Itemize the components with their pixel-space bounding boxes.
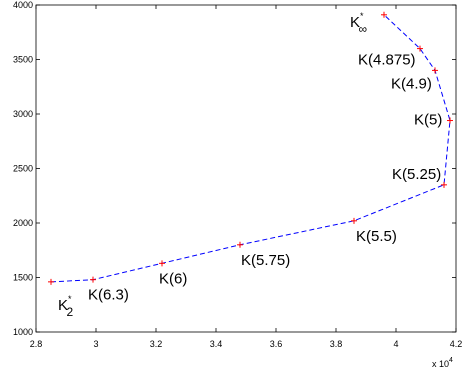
y-axis: 1000 1500 2000 2500 3000 3500 4000 bbox=[13, 0, 456, 337]
data-point-marker bbox=[159, 260, 165, 267]
point-label: K* ∞ bbox=[350, 11, 367, 36]
series-line bbox=[50, 14, 451, 283]
point-label: K(5) bbox=[414, 112, 442, 129]
y-tick-label: 4000 bbox=[13, 0, 33, 10]
x-tick-label: 3.8 bbox=[330, 339, 343, 349]
y-tick-label: 2500 bbox=[13, 164, 33, 174]
y-tick-label: 3000 bbox=[13, 109, 33, 119]
point-label: K(5.5) bbox=[356, 228, 397, 245]
point-label: K(5.25) bbox=[392, 166, 441, 183]
data-point-marker bbox=[90, 276, 96, 283]
data-point-marker bbox=[351, 217, 357, 224]
x-axis: 2.8 3 3.2 3.4 3.6 3.8 4 4.2 bbox=[30, 5, 463, 349]
y-tick-label: 1000 bbox=[13, 327, 33, 337]
x-tick-label: 3.2 bbox=[150, 339, 163, 349]
point-label: K(6.3) bbox=[88, 287, 129, 304]
point-label: K(4.9) bbox=[391, 75, 432, 92]
y-tick-label: 2000 bbox=[13, 218, 33, 228]
x-tick-label: 3 bbox=[93, 339, 98, 349]
x-tick-label: 3.6 bbox=[270, 339, 283, 349]
point-label: K* 2 bbox=[58, 294, 74, 319]
data-point-marker bbox=[381, 11, 387, 18]
point-label: K(5.75) bbox=[241, 252, 290, 269]
data-point-marker bbox=[447, 117, 453, 124]
data-markers bbox=[48, 11, 453, 285]
data-point-marker bbox=[237, 241, 243, 248]
data-point-marker bbox=[432, 67, 438, 74]
point-label: K(6) bbox=[159, 270, 187, 287]
point-label: K(4.875) bbox=[358, 52, 416, 69]
plot-area bbox=[35, 4, 457, 333]
x-tick-label: 3.4 bbox=[210, 339, 223, 349]
y-tick-label: 1500 bbox=[13, 273, 33, 283]
y-tick-label: 3500 bbox=[13, 55, 33, 65]
x-tick-label: 4 bbox=[393, 339, 398, 349]
x-exponent-label: x 104 bbox=[432, 357, 453, 369]
data-point-marker bbox=[48, 278, 54, 285]
data-point-marker bbox=[417, 45, 423, 52]
x-tick-label: 4.2 bbox=[450, 339, 463, 349]
data-point-marker bbox=[441, 181, 447, 188]
x-tick-label: 2.8 bbox=[30, 339, 43, 349]
point-labels: K* 2 K(6.3) K(6) K(5.75) K(5.5) K(5.25) K(5) K(4… bbox=[58, 11, 442, 319]
